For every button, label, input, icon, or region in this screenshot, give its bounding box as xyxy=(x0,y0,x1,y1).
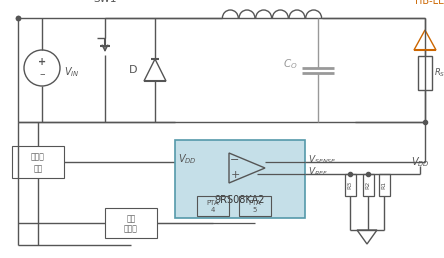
Text: D: D xyxy=(129,65,137,75)
Text: $V_{REF}$: $V_{REF}$ xyxy=(308,166,328,178)
Text: $V_{DD}$: $V_{DD}$ xyxy=(411,155,429,169)
Text: PTA: PTA xyxy=(249,200,262,206)
Text: HB-LED: HB-LED xyxy=(415,0,444,6)
Text: $V_{DD}$: $V_{DD}$ xyxy=(178,152,197,166)
Text: $C_O$: $C_O$ xyxy=(283,57,297,71)
Text: 电平: 电平 xyxy=(127,214,135,223)
Text: −: − xyxy=(230,156,240,165)
Bar xyxy=(345,174,356,196)
Bar xyxy=(418,56,432,90)
Text: $V_{IN}$: $V_{IN}$ xyxy=(64,65,79,79)
Text: R2: R2 xyxy=(365,181,370,189)
Bar xyxy=(175,140,305,218)
Text: R3: R3 xyxy=(348,181,353,189)
Bar xyxy=(105,208,157,238)
Text: $R_{SENSE}$: $R_{SENSE}$ xyxy=(434,67,444,79)
Bar xyxy=(378,174,389,196)
Text: –: – xyxy=(39,69,45,79)
Text: SW1: SW1 xyxy=(93,0,117,4)
Bar xyxy=(362,174,373,196)
Bar xyxy=(239,196,271,216)
Text: PTA: PTA xyxy=(207,200,219,206)
Text: 5: 5 xyxy=(253,207,257,213)
Text: 电压调: 电压调 xyxy=(31,153,45,162)
Bar xyxy=(197,196,229,216)
Bar xyxy=(12,146,64,178)
Text: 9RS08KA2: 9RS08KA2 xyxy=(215,195,265,205)
Text: 节器: 节器 xyxy=(33,164,43,173)
Text: 4: 4 xyxy=(211,207,215,213)
Text: +: + xyxy=(38,57,46,67)
Text: +: + xyxy=(230,171,240,181)
Text: $V_{SENSE}$: $V_{SENSE}$ xyxy=(308,154,337,166)
Text: R1: R1 xyxy=(381,181,386,189)
Text: 转换器: 转换器 xyxy=(124,224,138,233)
